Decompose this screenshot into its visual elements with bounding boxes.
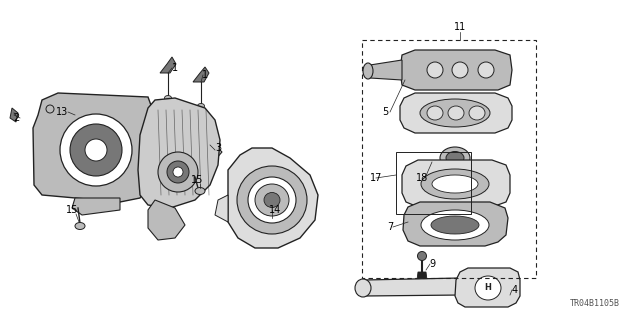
Ellipse shape [248,177,296,223]
Ellipse shape [70,124,122,176]
Ellipse shape [446,151,464,164]
Text: 3: 3 [215,143,221,153]
Text: 17: 17 [370,173,382,183]
Ellipse shape [431,216,479,234]
Ellipse shape [417,252,426,260]
Ellipse shape [420,99,490,127]
Ellipse shape [164,95,172,100]
Ellipse shape [427,62,443,78]
Ellipse shape [427,106,443,120]
Text: 2: 2 [13,113,19,123]
Ellipse shape [264,193,280,207]
Polygon shape [403,202,508,246]
Ellipse shape [255,184,289,216]
Polygon shape [417,272,427,280]
Text: 5: 5 [382,107,388,117]
Polygon shape [400,50,512,90]
Polygon shape [400,93,512,133]
Text: 9: 9 [429,259,435,269]
Text: 15: 15 [66,205,78,215]
Ellipse shape [173,167,183,177]
Text: 1: 1 [202,70,208,80]
Polygon shape [72,198,120,215]
Ellipse shape [475,276,501,300]
Bar [396,152,471,214]
Text: H: H [484,284,492,292]
Text: 11: 11 [454,22,466,32]
Ellipse shape [355,279,371,297]
Polygon shape [33,93,155,202]
Polygon shape [455,268,520,307]
Ellipse shape [158,152,198,192]
Ellipse shape [195,188,205,195]
Ellipse shape [237,166,307,234]
Polygon shape [148,200,185,240]
Ellipse shape [452,62,468,78]
Text: 4: 4 [512,285,518,295]
Ellipse shape [478,62,494,78]
Text: 14: 14 [269,205,281,215]
Ellipse shape [432,175,478,193]
Ellipse shape [167,161,189,183]
Text: 18: 18 [416,173,428,183]
Ellipse shape [448,106,464,120]
Bar [362,40,536,278]
Polygon shape [370,60,402,80]
Polygon shape [193,67,209,82]
Polygon shape [215,195,228,222]
Ellipse shape [440,147,470,169]
Text: 15: 15 [191,175,203,185]
Ellipse shape [363,63,373,79]
Ellipse shape [469,106,485,120]
Ellipse shape [60,114,132,186]
Text: 13: 13 [56,107,68,117]
Text: TR04B1105B: TR04B1105B [570,299,620,308]
Polygon shape [138,98,220,208]
Polygon shape [228,148,318,248]
Ellipse shape [85,139,107,161]
Polygon shape [155,128,222,160]
Polygon shape [402,160,510,207]
Polygon shape [364,278,462,296]
Polygon shape [160,57,176,73]
Text: 1: 1 [172,63,178,73]
Ellipse shape [198,103,205,108]
Ellipse shape [421,210,489,240]
Polygon shape [10,108,18,122]
Text: 7: 7 [387,222,393,232]
Ellipse shape [46,105,54,113]
Ellipse shape [421,169,489,199]
Ellipse shape [75,222,85,229]
